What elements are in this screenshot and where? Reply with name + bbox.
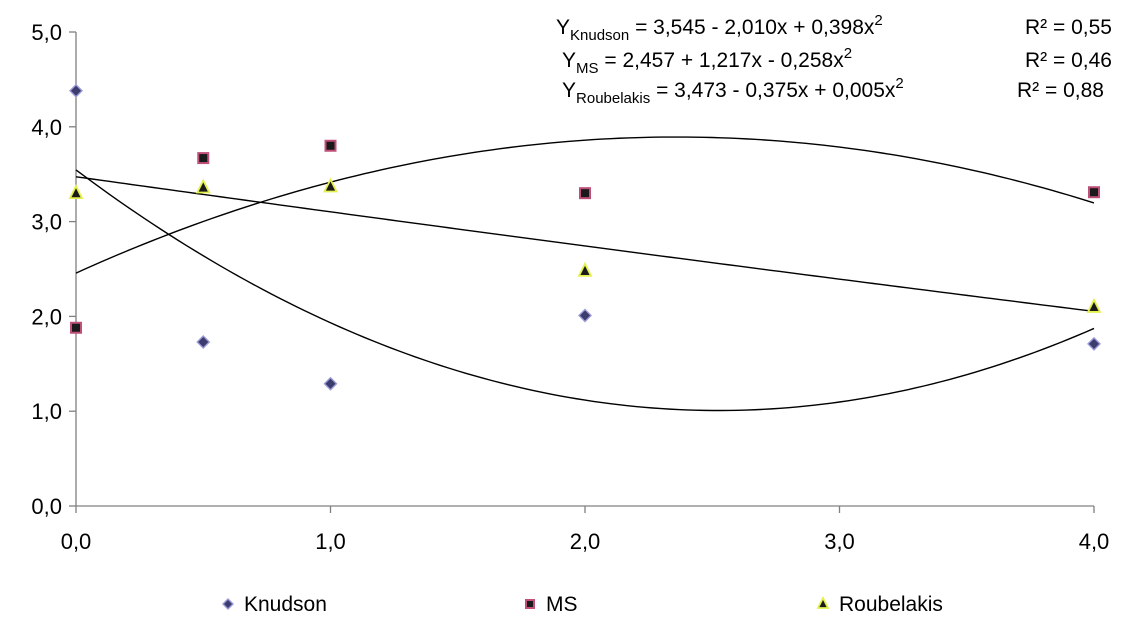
regression-equations: YKnudson = 3,545 - 2,010x + 0,398x2 R² = …	[556, 12, 1112, 107]
legend-item-knudson: Knudson	[222, 593, 327, 616]
data-point-knudson	[323, 376, 338, 391]
y-tick-label: 2,0	[31, 304, 62, 329]
data-point-roubelakis	[577, 261, 593, 277]
data-point-knudson	[1087, 336, 1101, 351]
data-point-knudson	[196, 335, 211, 349]
equation-ms: YMS = 2,457 + 1,217x - 0,258x2	[562, 45, 852, 77]
y-tick-label: 3,0	[31, 210, 62, 235]
data-point-roubelakis	[195, 178, 211, 194]
equation-roubelakis: YRoubelakis = 3,473 - 0,375x + 0,005x2	[562, 75, 904, 107]
legend-item-roubelakis: Roubelakis	[816, 593, 943, 616]
data-point-ms	[324, 139, 337, 152]
axes: 0,0 1,0 2,0 3,0 4,0 5,0 0,0 1,0 2,0 3,0 4,0	[31, 20, 1109, 554]
r-squared-knudson: R² = 0,55	[1025, 16, 1112, 39]
legend-marker-ms	[525, 599, 535, 609]
x-tick-label: 2,0	[570, 529, 601, 554]
data-point-ms	[70, 321, 82, 334]
trendline-roubelakis	[75, 176, 1095, 313]
y-tick-label: 4,0	[31, 115, 62, 140]
data-point-roubelakis	[68, 184, 84, 200]
equation-knudson: YKnudson = 3,545 - 2,010x + 0,398x2	[556, 12, 883, 44]
x-tick-label: 3,0	[824, 529, 855, 554]
legend-marker-roubelakis	[816, 595, 830, 609]
data-point-ms	[579, 187, 591, 200]
legend-label-knudson: Knudson	[244, 593, 327, 616]
trendline-knudson	[75, 169, 1095, 412]
legend-item-ms: MS	[525, 593, 578, 616]
x-tick-label: 0,0	[61, 529, 92, 554]
data-point-knudson	[69, 83, 83, 98]
y-tick-label: 5,0	[31, 20, 62, 45]
y-tick-label: 0,0	[31, 494, 62, 519]
legend-label-roubelakis: Roubelakis	[839, 593, 943, 616]
legend-label-ms: MS	[546, 593, 578, 616]
r-squared-roubelakis: R² = 0,88	[1017, 79, 1104, 102]
trendlines	[75, 136, 1095, 412]
data-point-ms	[197, 152, 210, 165]
trendline-ms	[75, 136, 1095, 274]
data-point-ms	[1088, 186, 1100, 199]
x-tick-label: 1,0	[315, 529, 346, 554]
data-markers	[68, 83, 1102, 391]
y-tick-label: 1,0	[31, 399, 62, 424]
data-point-knudson	[578, 308, 592, 323]
data-point-roubelakis	[323, 177, 338, 193]
x-tick-label: 4,0	[1079, 529, 1110, 554]
legend-marker-knudson	[222, 598, 234, 610]
r-squared-ms: R² = 0,46	[1025, 49, 1112, 72]
data-point-roubelakis	[1086, 297, 1102, 313]
legend: Knudson MS Roubelakis	[222, 593, 943, 616]
